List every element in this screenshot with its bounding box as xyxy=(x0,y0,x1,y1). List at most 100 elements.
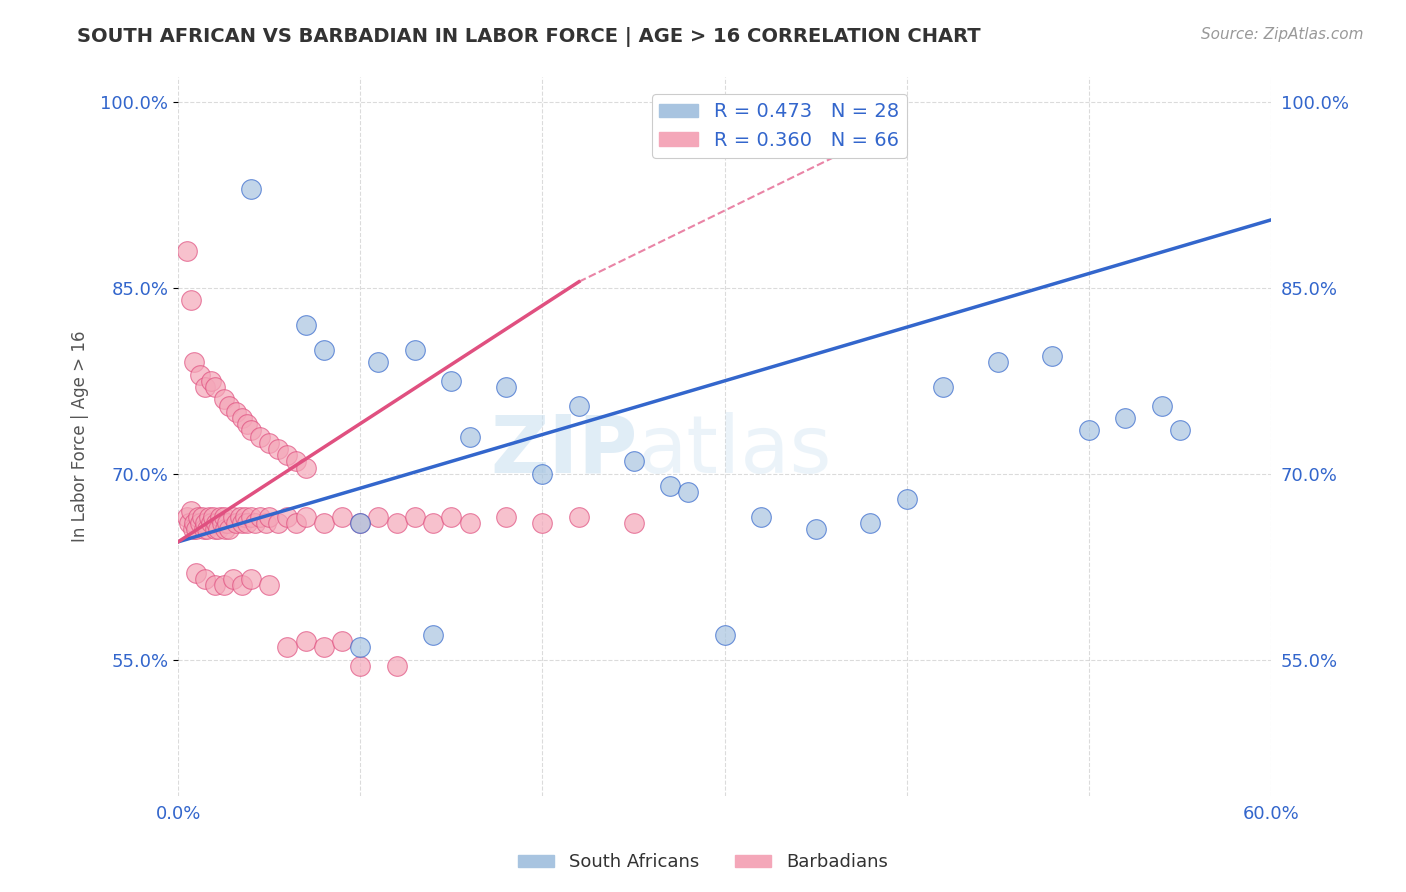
Point xyxy=(495,510,517,524)
Point xyxy=(186,566,208,580)
Point xyxy=(208,510,231,524)
Point xyxy=(180,504,202,518)
Point xyxy=(531,516,554,531)
Point xyxy=(367,510,389,524)
Point xyxy=(207,523,229,537)
Point xyxy=(285,516,308,531)
Point xyxy=(249,429,271,443)
Point xyxy=(211,516,233,531)
Point xyxy=(276,640,298,654)
Point xyxy=(276,448,298,462)
Point xyxy=(193,523,215,537)
Point xyxy=(1042,349,1064,363)
Point xyxy=(1168,424,1191,438)
Point xyxy=(349,516,371,531)
Point xyxy=(257,578,280,592)
Point xyxy=(204,578,226,592)
Point xyxy=(1114,411,1136,425)
Text: SOUTH AFRICAN VS BARBADIAN IN LABOR FORCE | AGE > 16 CORRELATION CHART: SOUTH AFRICAN VS BARBADIAN IN LABOR FORC… xyxy=(77,27,981,46)
Point xyxy=(181,523,204,537)
Point xyxy=(294,318,316,333)
Text: atlas: atlas xyxy=(637,412,831,490)
Point xyxy=(404,343,426,357)
Point xyxy=(217,516,239,531)
Point xyxy=(623,454,645,468)
Point xyxy=(713,628,735,642)
Point xyxy=(235,510,257,524)
Point xyxy=(214,523,236,537)
Point xyxy=(495,380,517,394)
Point xyxy=(212,392,235,407)
Point xyxy=(859,516,882,531)
Point xyxy=(176,244,198,258)
Point xyxy=(330,634,353,648)
Point xyxy=(176,510,198,524)
Point xyxy=(330,510,353,524)
Point xyxy=(188,516,211,531)
Point xyxy=(458,429,481,443)
Point xyxy=(183,516,205,531)
Point xyxy=(231,516,253,531)
Point xyxy=(267,442,290,456)
Point xyxy=(204,523,226,537)
Point xyxy=(222,572,245,586)
Point xyxy=(312,516,335,531)
Point xyxy=(294,634,316,648)
Point xyxy=(194,516,217,531)
Point xyxy=(385,658,408,673)
Point xyxy=(932,380,955,394)
Point xyxy=(236,417,259,432)
Point xyxy=(183,355,205,369)
Point xyxy=(198,510,221,524)
Point xyxy=(229,510,252,524)
Point xyxy=(568,510,591,524)
Point xyxy=(896,491,918,506)
Point xyxy=(385,516,408,531)
Point xyxy=(623,516,645,531)
Point xyxy=(254,516,277,531)
Point xyxy=(239,182,262,196)
Point xyxy=(312,343,335,357)
Point xyxy=(749,510,772,524)
Point xyxy=(212,510,235,524)
Point xyxy=(249,510,271,524)
Point xyxy=(190,510,212,524)
Point xyxy=(204,380,226,394)
Point xyxy=(312,640,335,654)
Point xyxy=(987,355,1010,369)
Point xyxy=(218,399,240,413)
Point xyxy=(239,572,262,586)
Point xyxy=(186,523,208,537)
Point xyxy=(276,510,298,524)
Point xyxy=(225,405,247,419)
Point xyxy=(1150,399,1173,413)
Point xyxy=(257,510,280,524)
Point xyxy=(257,435,280,450)
Text: ZIP: ZIP xyxy=(489,412,637,490)
Point xyxy=(458,516,481,531)
Point xyxy=(1077,424,1099,438)
Point xyxy=(349,516,371,531)
Point xyxy=(231,578,253,592)
Point xyxy=(236,516,259,531)
Point xyxy=(243,516,266,531)
Point xyxy=(404,510,426,524)
Point xyxy=(349,658,371,673)
Point xyxy=(568,399,591,413)
Point xyxy=(294,510,316,524)
Legend: R = 0.473   N = 28, R = 0.360   N = 66: R = 0.473 N = 28, R = 0.360 N = 66 xyxy=(651,95,907,158)
Point xyxy=(231,411,253,425)
Point xyxy=(212,578,235,592)
Point xyxy=(422,516,444,531)
Point xyxy=(349,640,371,654)
Point xyxy=(201,510,224,524)
Point xyxy=(531,467,554,481)
Point xyxy=(222,510,245,524)
Point xyxy=(187,510,209,524)
Point xyxy=(422,628,444,642)
Point xyxy=(440,510,463,524)
Point xyxy=(195,523,218,537)
Point xyxy=(440,374,463,388)
Point xyxy=(218,523,240,537)
Point xyxy=(180,293,202,308)
